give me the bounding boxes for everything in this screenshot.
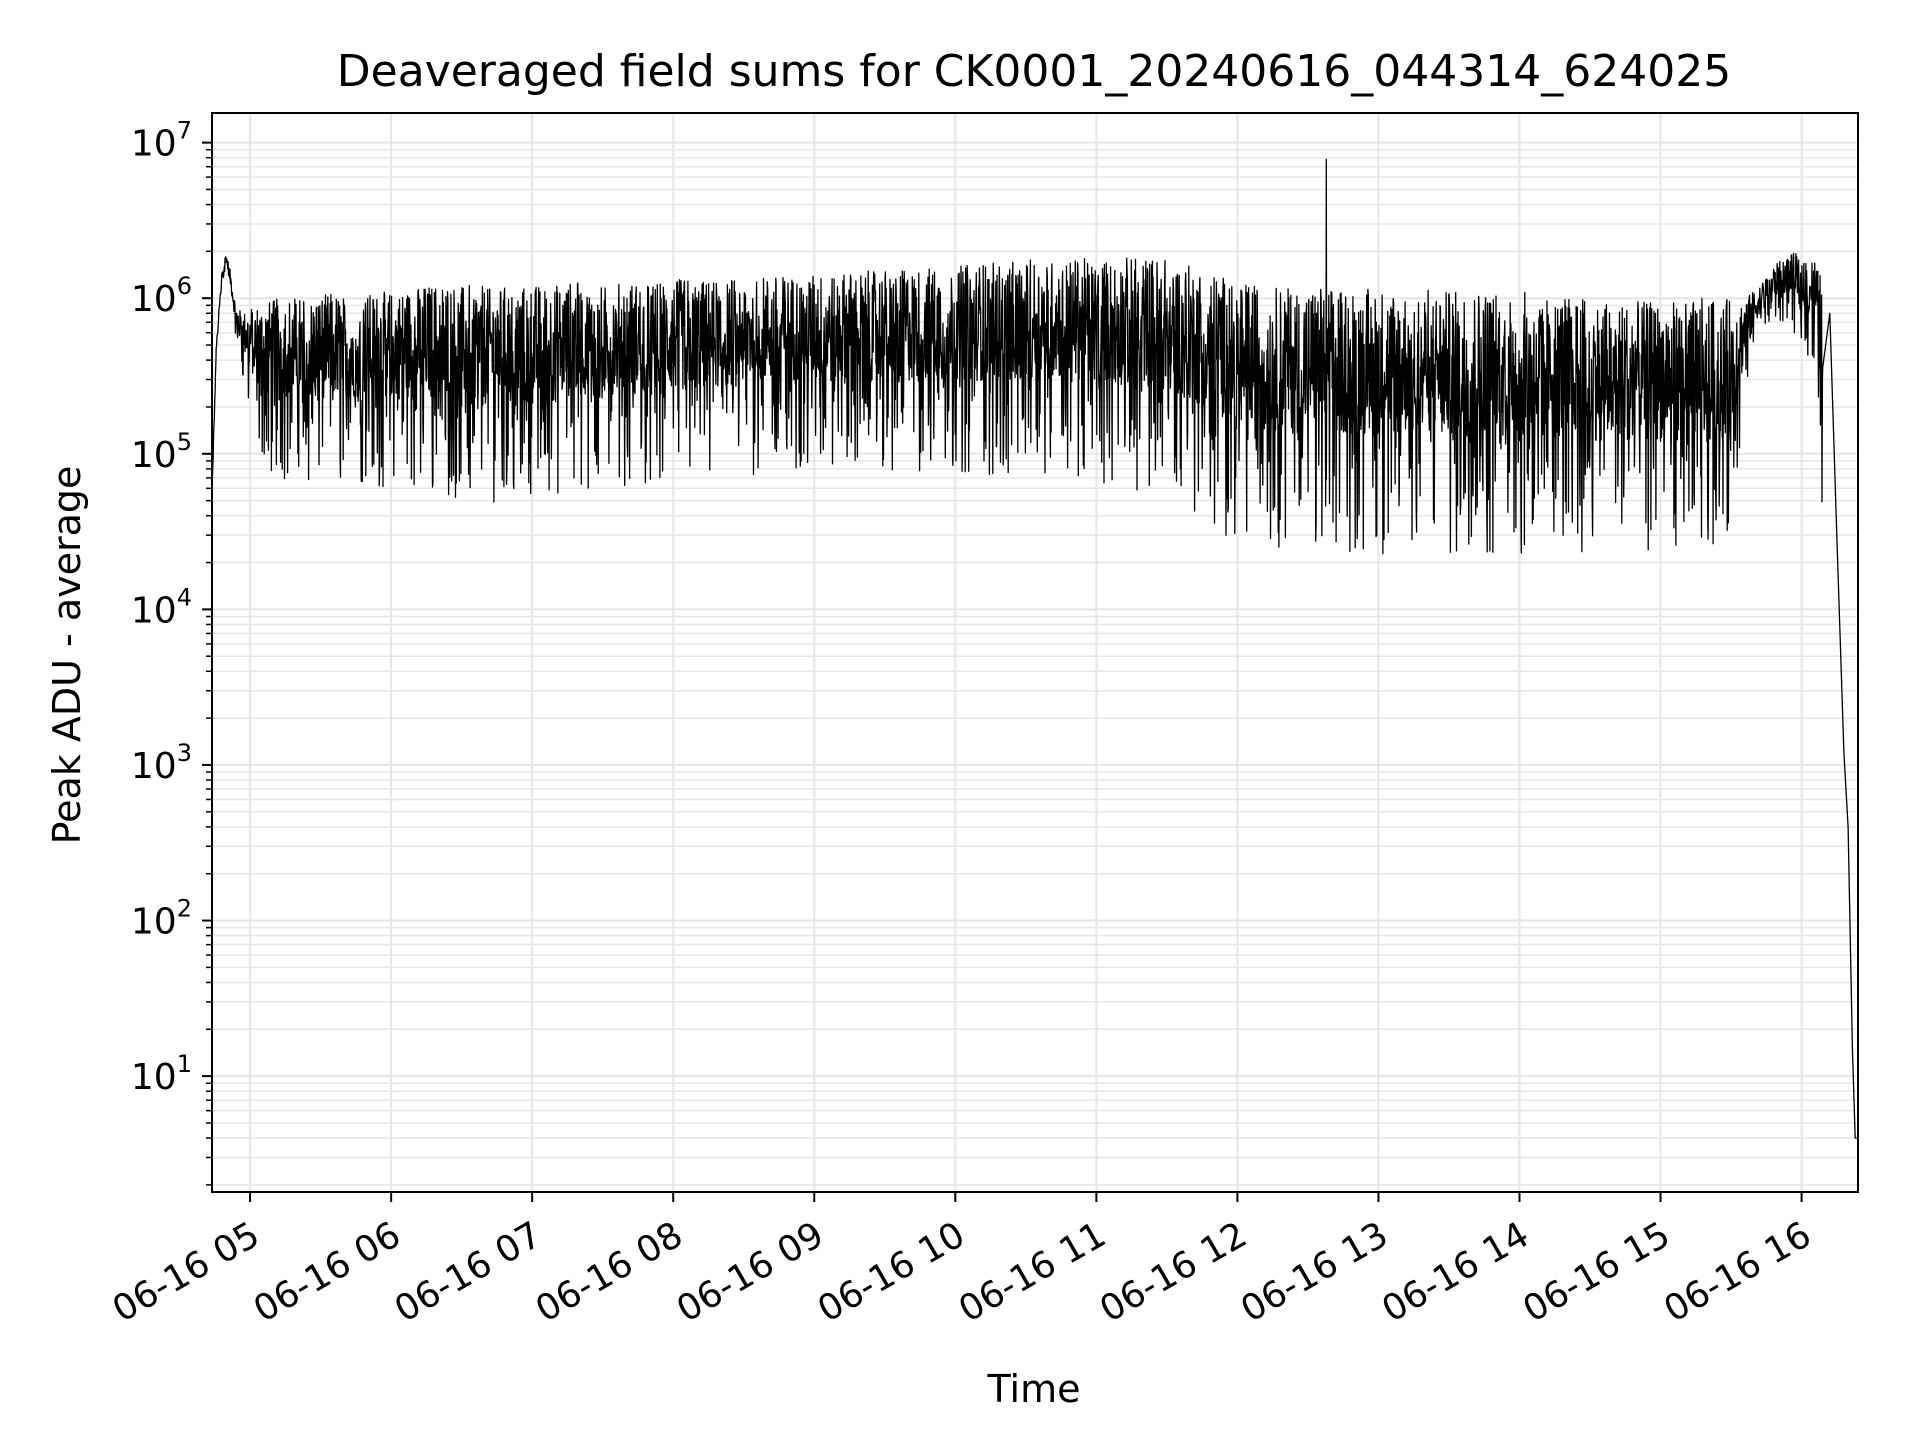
y-tick-label: 106 (131, 272, 192, 320)
chart-title: Deaveraged field sums for CK0001_2024061… (337, 46, 1731, 97)
y-axis-label: Peak ADU - average (45, 466, 89, 845)
y-tick-label: 107 (131, 117, 192, 165)
y-tick-label: 102 (131, 895, 192, 943)
series-line (212, 158, 1858, 1139)
series-layer (212, 158, 1858, 1139)
y-tick-label: 105 (131, 428, 192, 476)
y-tick-label: 104 (131, 583, 192, 631)
y-tick-label: 101 (131, 1050, 192, 1098)
y-tick-label: 103 (131, 739, 192, 787)
plot-area-frame (211, 112, 1859, 1193)
x-axis-label: Time (987, 1367, 1081, 1411)
